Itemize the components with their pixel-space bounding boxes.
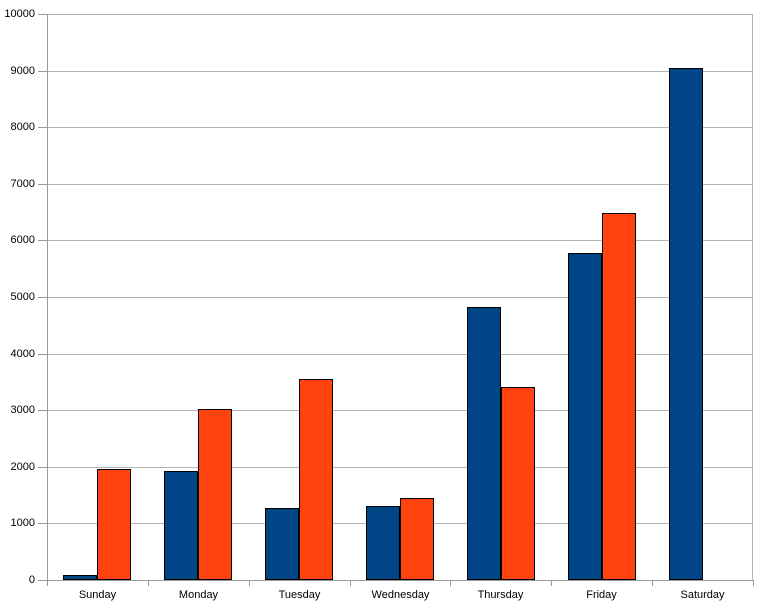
x-axis-label-sunday: Sunday	[78, 589, 117, 601]
x-axis-tick	[753, 580, 754, 586]
gridline	[47, 14, 753, 15]
bar-series-1-blue-thursday	[467, 307, 501, 580]
bar-series-2-orange-tuesday	[299, 379, 333, 580]
y-axis-label: 2000	[10, 461, 35, 473]
x-axis-label-friday: Friday	[586, 589, 617, 601]
y-axis-tick	[38, 580, 47, 581]
bar-series-1-blue-wednesday	[366, 506, 400, 580]
gridline	[47, 71, 753, 72]
y-axis-tick	[38, 127, 47, 128]
x-axis-label-saturday: Saturday	[680, 589, 725, 601]
x-axis-tick	[350, 580, 351, 586]
plot-border-right	[752, 14, 753, 580]
x-axis-tick	[249, 580, 250, 586]
x-axis-tick	[652, 580, 653, 586]
y-axis-label: 5000	[10, 291, 35, 303]
gridline	[47, 410, 753, 411]
x-axis-line	[47, 580, 754, 581]
x-axis-tick	[148, 580, 149, 586]
y-axis-tick	[38, 184, 47, 185]
gridline	[47, 184, 753, 185]
y-axis-line	[47, 14, 48, 581]
plot-area	[47, 14, 753, 580]
x-axis-tick	[450, 580, 451, 586]
y-axis-label: 0	[28, 574, 35, 586]
bar-series-1-blue-tuesday	[265, 508, 299, 580]
gridline	[47, 354, 753, 355]
y-axis-tick	[38, 410, 47, 411]
y-axis-label: 8000	[10, 121, 35, 133]
gridline	[47, 240, 753, 241]
bar-series-2-orange-monday	[198, 409, 232, 580]
x-axis-label-thursday: Thursday	[477, 589, 524, 601]
y-axis-tick	[38, 354, 47, 355]
bar-series-1-blue-sunday	[63, 575, 97, 580]
y-axis-tick	[38, 467, 47, 468]
bar-series-1-blue-friday	[568, 253, 602, 580]
bar-series-1-blue-saturday	[669, 68, 703, 580]
gridline	[47, 467, 753, 468]
y-axis-tick	[38, 14, 47, 15]
bar-series-2-orange-thursday	[501, 387, 535, 580]
gridline	[47, 297, 753, 298]
y-axis-label: 6000	[10, 234, 35, 246]
bar-series-2-orange-sunday	[97, 469, 131, 580]
y-axis-label: 3000	[10, 404, 35, 416]
gridline	[47, 127, 753, 128]
x-axis-label-monday: Monday	[178, 589, 219, 601]
x-axis-label-wednesday: Wednesday	[371, 589, 430, 601]
bar-series-2-orange-wednesday	[400, 498, 434, 580]
y-axis-label: 9000	[10, 65, 35, 77]
y-axis-tick	[38, 297, 47, 298]
y-axis-tick	[38, 71, 47, 72]
x-axis-tick	[47, 580, 48, 586]
y-axis-label: 10000	[4, 8, 35, 20]
x-axis-label-tuesday: Tuesday	[278, 589, 321, 601]
x-axis-tick	[551, 580, 552, 586]
y-axis-tick	[38, 240, 47, 241]
bar-series-2-orange-friday	[602, 213, 636, 580]
bar-series-1-blue-monday	[164, 471, 198, 580]
y-axis-label: 1000	[10, 517, 35, 529]
y-axis-label: 4000	[10, 348, 35, 360]
y-axis-tick	[38, 523, 47, 524]
y-axis-label: 7000	[10, 178, 35, 190]
